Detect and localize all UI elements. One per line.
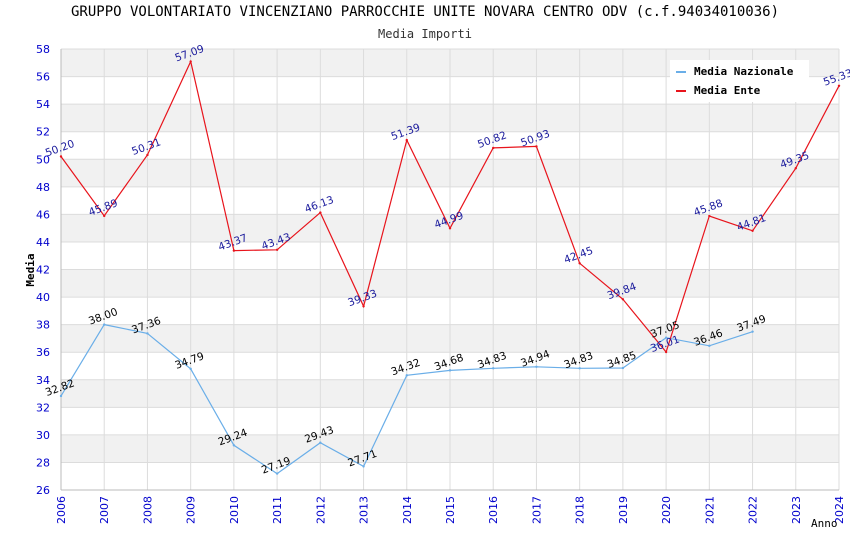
y-tick-label: 26 — [36, 484, 50, 497]
data-point-media-nazionale — [664, 336, 668, 339]
y-tick-label: 56 — [36, 71, 50, 84]
y-tick-label: 52 — [36, 126, 50, 139]
data-point-media-ente — [405, 138, 408, 142]
data-point-media-nazionale — [362, 465, 365, 468]
data-point-media-nazionale — [621, 366, 625, 370]
data-point-media-ente — [751, 229, 754, 232]
data-point-media-nazionale — [578, 367, 581, 370]
x-tick-label: 2017 — [530, 496, 543, 524]
data-point-media-nazionale — [751, 330, 754, 333]
data-point-media-ente — [448, 227, 452, 230]
data-point-media-ente — [708, 214, 711, 218]
x-tick-label: 2007 — [98, 496, 111, 524]
y-tick-label: 44 — [36, 236, 50, 249]
x-tick-label: 2016 — [487, 496, 500, 524]
x-tick-label: 2018 — [574, 496, 587, 524]
data-point-media-ente — [146, 153, 149, 157]
y-tick-label: 38 — [36, 319, 50, 332]
x-tick-label: 2019 — [617, 496, 630, 524]
x-tick-label: 2022 — [747, 496, 760, 524]
x-tick-label: 2020 — [660, 496, 673, 524]
x-tick-label: 2006 — [55, 496, 68, 524]
data-point-media-ente — [319, 211, 322, 214]
y-tick-label: 48 — [36, 181, 50, 194]
data-point-media-nazionale — [103, 323, 106, 326]
y-tick-label: 46 — [36, 208, 50, 221]
chart-subtitle: Media Importi — [378, 27, 472, 41]
data-point-media-nazionale — [448, 369, 452, 372]
y-tick-label: 28 — [36, 456, 50, 469]
x-tick-label: 2023 — [790, 496, 803, 524]
legend-label-media-ente: Media Ente — [694, 84, 761, 97]
x-tick-label: 2008 — [141, 496, 154, 524]
y-axis-title: Media — [24, 253, 37, 286]
data-point-media-nazionale — [189, 367, 192, 371]
data-point-media-ente — [837, 84, 841, 87]
y-tick-label: 58 — [36, 43, 50, 56]
x-axis-title: Anno — [811, 517, 838, 530]
data-point-media-nazionale — [405, 374, 408, 377]
x-tick-label: 2009 — [185, 496, 198, 524]
y-tick-label: 30 — [36, 429, 50, 442]
y-tick-label: 50 — [36, 153, 50, 166]
y-axis-ticks: 26 28 30 32 34 36 38 40 42 44 46 48 50 52 54 56 58 — [36, 43, 50, 497]
data-point-media-ente — [103, 214, 106, 218]
data-point-media-nazionale — [492, 367, 495, 370]
x-tick-label: 2024 — [833, 496, 846, 524]
data-point-media-ente — [578, 262, 581, 265]
series-lines — [59, 59, 841, 475]
data-point-media-nazionale — [535, 365, 538, 368]
data-point-media-ente — [492, 146, 495, 150]
x-tick-label: 2010 — [228, 496, 241, 524]
y-tick-label: 34 — [36, 374, 50, 387]
legend: Media Nazionale Media Ente — [670, 60, 809, 102]
legend-box — [670, 60, 809, 102]
data-point-media-nazionale — [146, 332, 149, 335]
legend-label-media-nazionale: Media Nazionale — [694, 65, 794, 78]
data-point-media-ente — [59, 155, 63, 158]
data-point-media-ente — [362, 305, 365, 308]
data-point-media-ente — [275, 248, 279, 251]
y-tick-label: 40 — [36, 291, 50, 304]
data-point-media-nazionale — [59, 394, 63, 398]
y-tick-label: 42 — [36, 264, 50, 277]
data-point-media-nazionale — [319, 441, 322, 444]
chart-title: GRUPPO VOLONTARIATO VINCENZIANO PARROCCH… — [70, 4, 779, 20]
gridlines — [60, 48, 840, 491]
data-point-media-ente — [189, 60, 192, 63]
data-point-media-ente — [535, 145, 538, 148]
data-point-media-ente — [621, 298, 625, 301]
y-tick-label: 54 — [36, 98, 50, 111]
x-tick-label: 2013 — [358, 496, 371, 524]
data-point-media-ente — [664, 350, 668, 354]
y-tick-label: 32 — [36, 401, 50, 414]
y-tick-label: 36 — [36, 346, 50, 359]
data-point-media-ente — [794, 167, 797, 170]
data-point-media-ente — [232, 249, 236, 252]
data-point-media-nazionale — [275, 472, 279, 475]
x-tick-label: 2015 — [444, 496, 457, 524]
x-tick-label: 2014 — [401, 496, 414, 524]
x-tick-label: 2011 — [271, 496, 284, 524]
x-tick-label: 2012 — [314, 496, 327, 524]
data-point-media-nazionale — [232, 444, 236, 447]
data-point-media-nazionale — [708, 344, 711, 348]
x-tick-label: 2021 — [703, 496, 716, 524]
x-axis-ticks: 2006 2007 2008 2009 2010 2011 2012 2013 2014 2015… — [55, 496, 846, 524]
